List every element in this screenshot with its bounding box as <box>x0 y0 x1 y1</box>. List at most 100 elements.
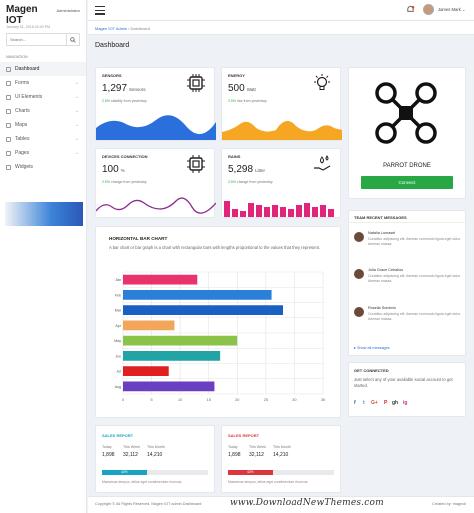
sidebar-item-forms[interactable]: Forms ⌄ <box>0 76 86 90</box>
connected-title: GET CONNECTED <box>354 368 389 373</box>
sidebar-item-widgets[interactable]: Widgets <box>0 160 86 174</box>
sidebar-item-pages[interactable]: Pages ⌄ <box>0 146 86 160</box>
sidebar-item-maps[interactable]: Maps ⌄ <box>0 118 86 132</box>
energy-sparkline <box>222 120 342 140</box>
search-input[interactable] <box>7 34 66 45</box>
y-tick-label: Aug <box>115 385 121 389</box>
facebook-icon[interactable]: f <box>354 400 356 406</box>
sidebar-item-charts[interactable]: Charts ⌄ <box>0 104 86 118</box>
instagram-icon[interactable]: ig <box>403 400 408 406</box>
pages-icon <box>6 150 11 156</box>
google-plus-icon[interactable]: G+ <box>371 400 378 406</box>
sales-val: 1,898 <box>228 452 241 458</box>
search-icon[interactable] <box>66 34 79 45</box>
avatar <box>354 232 364 242</box>
y-tick-label: Jan <box>115 278 121 282</box>
github-icon[interactable]: gh <box>392 400 399 406</box>
dashboard-icon <box>6 66 11 72</box>
sales-col: This Month <box>273 445 291 449</box>
sales-val: 32,112 <box>249 452 264 458</box>
sales-progress: 42% <box>228 470 334 475</box>
rains-bars <box>224 201 334 217</box>
tables-icon <box>6 136 11 142</box>
twitter-icon[interactable]: t <box>363 400 365 406</box>
chevron-down-icon: ⌄ <box>74 136 79 142</box>
connected-card <box>348 362 466 417</box>
copyright: Copyright © All Rights Reserved. Magen I… <box>95 502 202 506</box>
bar <box>123 320 175 331</box>
show-all-link[interactable]: ▸ Show all messages <box>354 346 390 350</box>
sales-val: 1,898 <box>102 452 115 458</box>
sales-col: This Week <box>249 445 266 449</box>
hbar-desc: A bar chart or bar graph is a chart with… <box>109 245 321 250</box>
sidebar-item-label: UI Elements <box>15 94 43 100</box>
sales-col: This Month <box>147 445 165 449</box>
y-tick-label: Jun <box>115 354 121 358</box>
brand-name: Magen IOT <box>6 4 38 26</box>
watermark: www.DownloadNewThemes.com <box>230 498 384 508</box>
user-name[interactable]: James Mark ⌄ <box>438 7 466 12</box>
team-title: TEAM RECENT MESSAGES <box>354 215 407 220</box>
sales-card <box>95 425 215 493</box>
brand[interactable]: Magen IOT Administrator <box>0 0 86 26</box>
sensors-card: SENSORS 1,297 Sensors 2.5% stability from… <box>95 67 216 141</box>
sensors-sparkline <box>96 115 216 140</box>
bar <box>123 335 238 346</box>
x-tick-label: 10 <box>178 398 182 402</box>
bar <box>123 289 272 300</box>
sales-progress-fill: 42% <box>102 470 147 475</box>
bar <box>123 305 283 316</box>
sales-progress-fill: 42% <box>228 470 273 475</box>
y-tick-label: Feb <box>115 293 121 297</box>
sidebar-item-label: Forms <box>15 80 30 86</box>
energy-card: ENERGY 500 Watt 2.5% rise from yesterday <box>221 67 342 141</box>
forms-icon <box>6 80 11 86</box>
sales-title: SALES REPORT <box>102 433 134 438</box>
x-tick-label: 20 <box>235 398 239 402</box>
bar <box>123 366 169 377</box>
bell-icon[interactable] <box>406 5 415 14</box>
chevron-down-icon: ⌄ <box>74 108 79 114</box>
sales-val: 14,210 <box>147 452 163 458</box>
card-label: DEVICES CONNECTION <box>102 154 148 159</box>
horizontal-bar-chart: 0 5 10 15 20 25 30 35 Jan Feb Mar Apr May Jun Jul Aug <box>114 271 325 402</box>
sidebar-item-dashboard[interactable]: Dashboard <box>0 62 86 76</box>
charts-icon <box>6 108 11 114</box>
avatar[interactable] <box>423 4 434 15</box>
connected-text: Just select any of your available social… <box>354 377 453 388</box>
x-tick-label: 0 <box>122 398 124 402</box>
breadcrumb-home[interactable]: Magen IOT Admin <box>95 26 128 31</box>
chip-icon <box>187 155 205 173</box>
sales-note: Maecenas tempus, tellus eget condimentum… <box>102 480 183 484</box>
card-sub: 2.5% stability from yesterday <box>102 99 147 103</box>
sidebar-date: January 01, 2018 02:00 PM <box>6 25 51 29</box>
ui-icon <box>6 94 11 100</box>
connect-button[interactable]: Connect <box>361 176 453 189</box>
y-tick-label: May <box>114 339 121 343</box>
y-tick-label: Apr <box>115 324 121 328</box>
card-label: SENSORS <box>102 73 122 78</box>
sidebar-item-label: Maps <box>15 122 28 128</box>
sales-val: 14,210 <box>273 452 289 458</box>
card-sub: 2.5% rise from yesterday <box>228 99 267 103</box>
card-value: 500 Watt <box>228 83 256 94</box>
chip-icon <box>187 74 205 92</box>
sales-val: 32,112 <box>123 452 138 458</box>
hbar-title: HORIZONTAL BAR CHART <box>109 236 168 241</box>
hand-water-icon <box>314 155 331 171</box>
menu-icon[interactable] <box>95 6 105 17</box>
sales-col: Today <box>102 445 112 449</box>
sidebar-item-label: Charts <box>15 108 30 114</box>
pinterest-icon[interactable]: P <box>384 400 388 406</box>
card-sub: 2.5% change from yesterday <box>228 180 273 184</box>
team-card <box>348 210 466 356</box>
chevron-down-icon: ⌄ <box>74 122 79 128</box>
avatar <box>354 269 364 279</box>
nav-label: NAVIGATION <box>6 55 28 59</box>
sidebar-item-tables[interactable]: Tables ⌄ <box>0 132 86 146</box>
sales-col: This Week <box>123 445 140 449</box>
devices-card: DEVICES CONNECTION 100% 2.5% change from… <box>95 148 216 218</box>
breadcrumb-current: Dashboard <box>130 26 151 31</box>
sidebar-item-ui-elements[interactable]: UI Elements ⌄ <box>0 90 86 104</box>
card-sub: 2.5% change from yesterday <box>102 180 147 184</box>
